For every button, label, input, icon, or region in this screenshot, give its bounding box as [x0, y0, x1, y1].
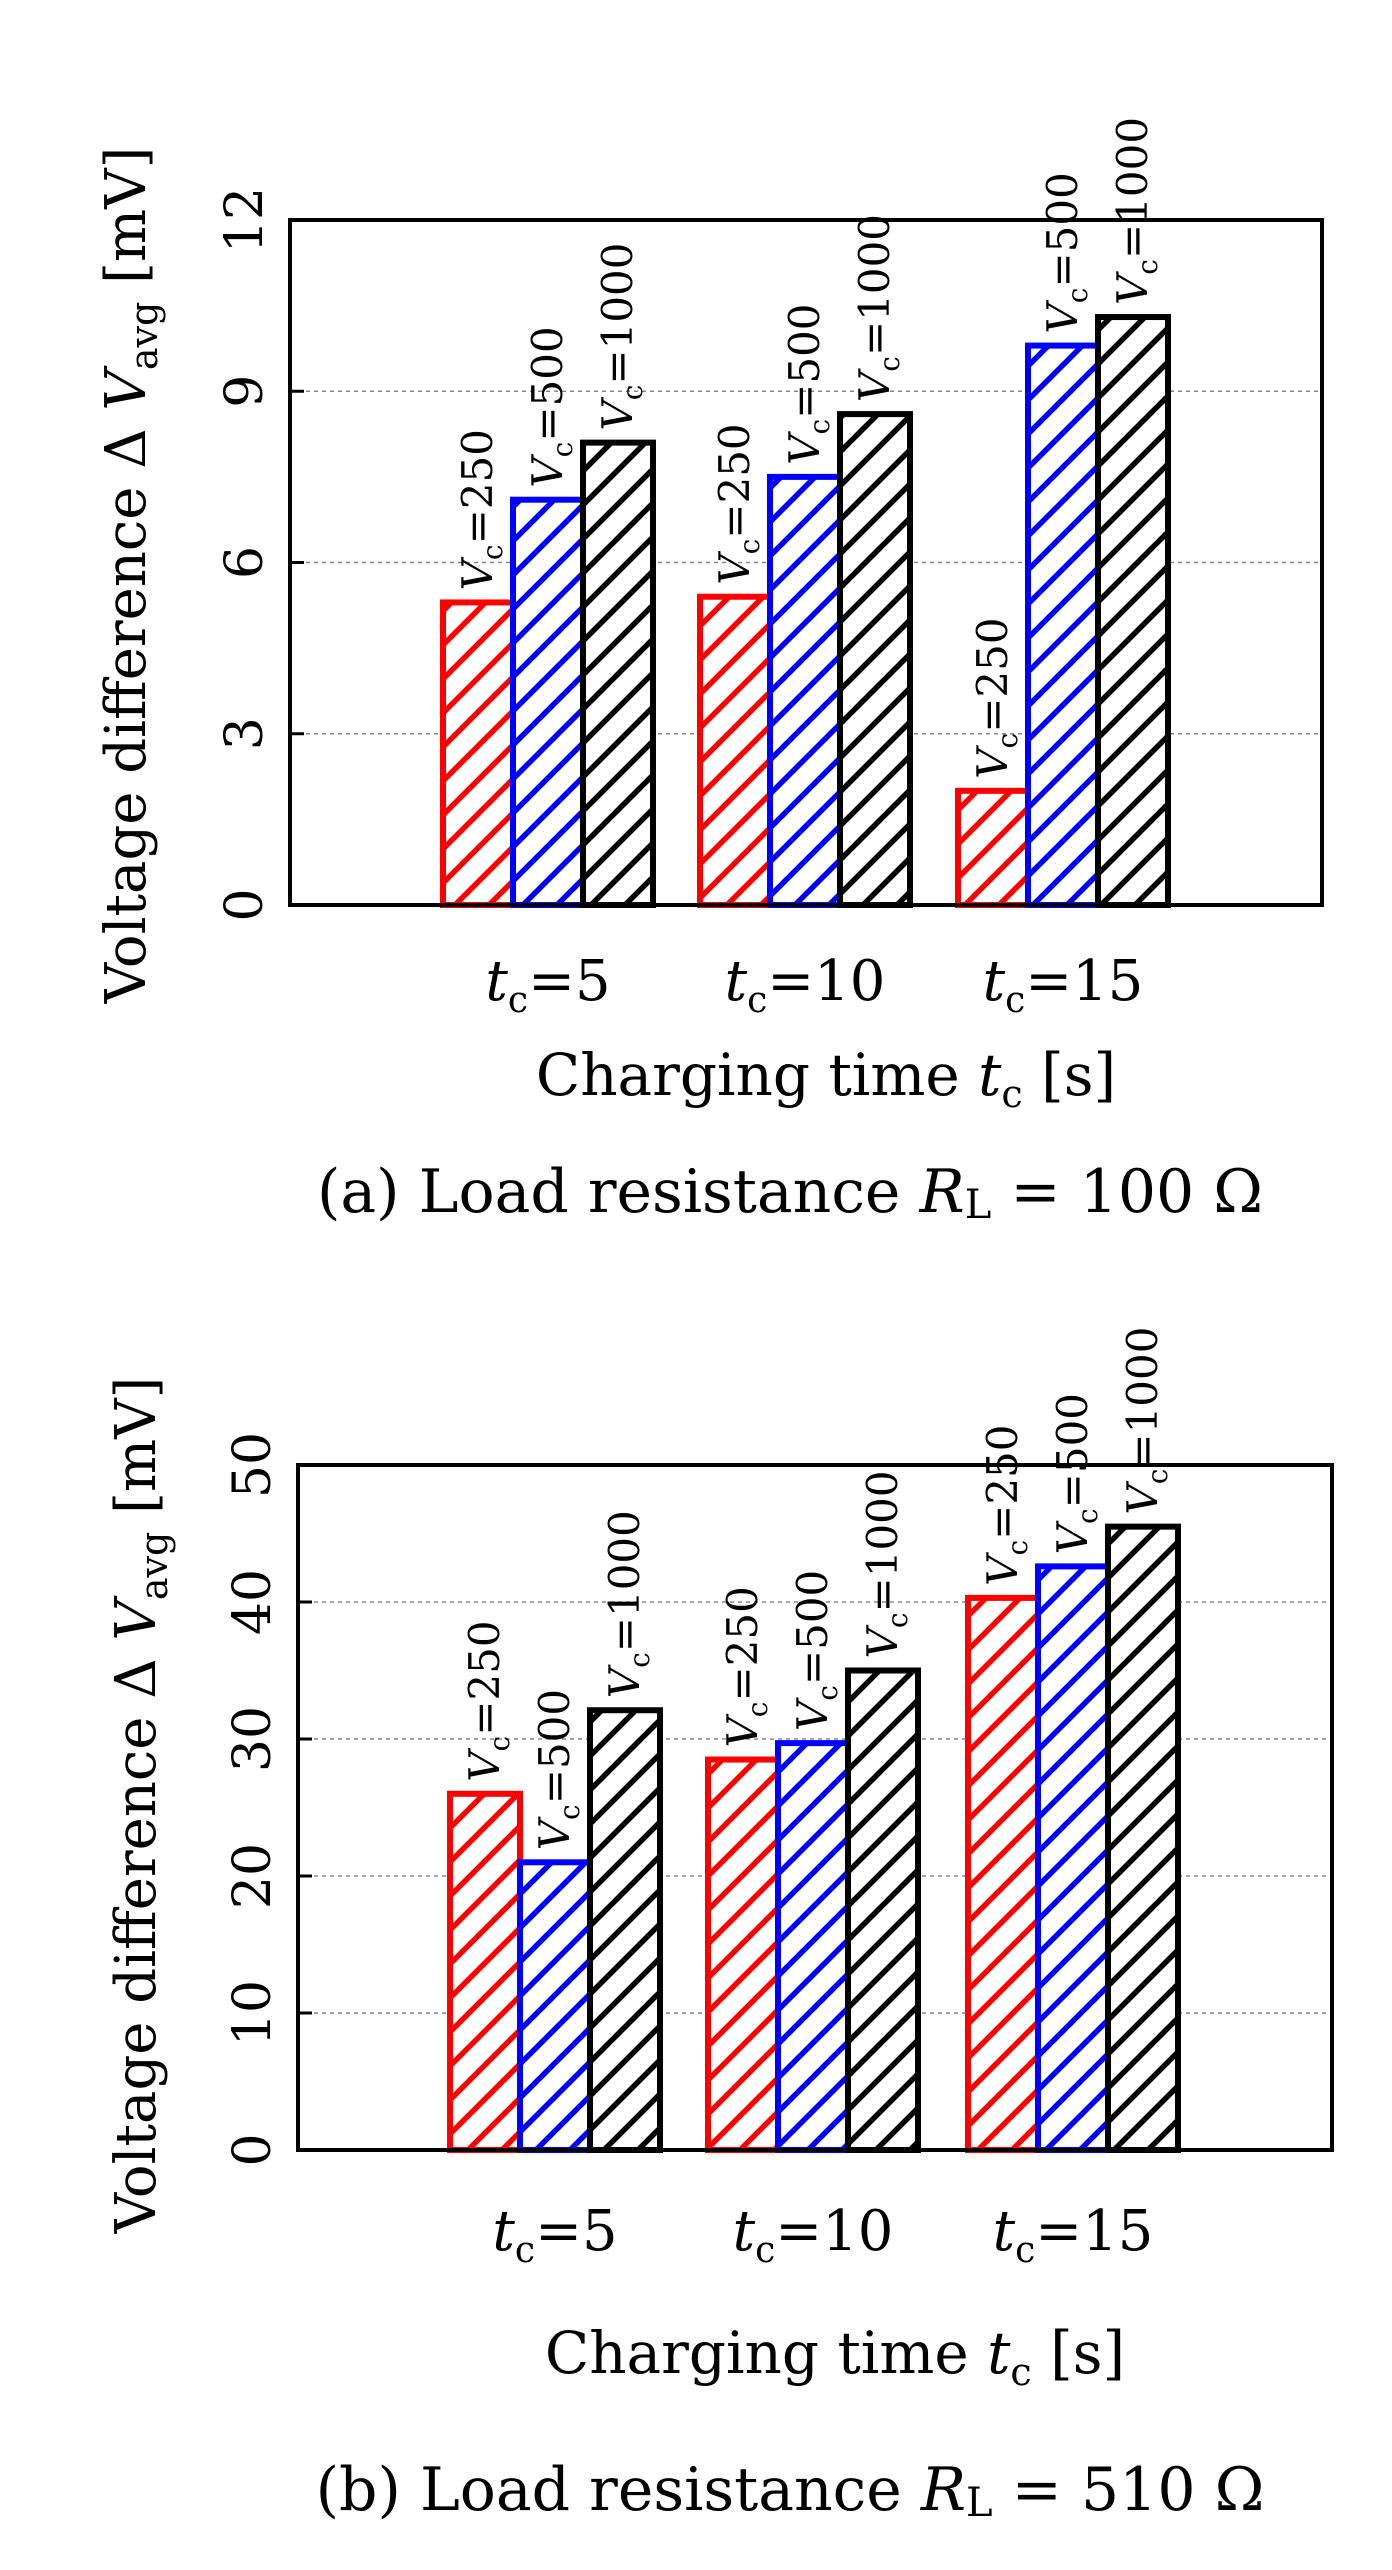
bar-vc1000-2	[1105, 1523, 1181, 2153]
y-tick-label: 50	[223, 1432, 283, 1498]
bar-label: Vc=250	[453, 429, 509, 590]
category-label: tc=15	[993, 2199, 1154, 2271]
y-tick-label: 40	[223, 1569, 283, 1635]
category-label: tc=5	[492, 2199, 617, 2271]
category-label: tc=10	[725, 949, 886, 1021]
bar-label: Vc=500	[530, 1689, 586, 1850]
category-label: tc=15	[983, 949, 1144, 1021]
bar-label: Vc=1000	[593, 243, 649, 431]
y-tick-label: 20	[223, 1843, 283, 1909]
bar-label: Vc=1000	[1108, 117, 1164, 305]
y-tick-label: 12	[215, 187, 275, 253]
y-tick-label: 9	[215, 375, 275, 408]
bar-vc250-2	[955, 787, 1031, 908]
bar-label: Vc=250	[718, 1586, 774, 1747]
bar-label: Vc=500	[1048, 1393, 1104, 1554]
x-axis-label: Charging time tc [s]	[536, 1041, 1116, 1116]
bar-label: Vc=1000	[1118, 1327, 1174, 1515]
bar-vc250-0	[440, 599, 516, 908]
plot-frame	[296, 1463, 1334, 2152]
bar-label: Vc=1000	[850, 214, 906, 402]
y-tick-label: 3	[215, 717, 275, 750]
bar-vc1000-1	[837, 411, 913, 908]
bar-label: Vc=500	[523, 326, 579, 487]
bar-vc1000-0	[580, 439, 656, 908]
category-label: tc=5	[485, 949, 610, 1021]
y-tick-label: 6	[215, 546, 275, 579]
bar-vc250-1	[697, 593, 773, 908]
y-tick-label: 0	[215, 888, 275, 921]
bar-vc500-0	[517, 1859, 593, 2154]
bar-vc500-1	[775, 1740, 851, 2153]
bar-vc500-1	[767, 473, 843, 908]
category-label: tc=10	[733, 2199, 894, 2271]
bar-label: Vc=250	[978, 1424, 1034, 1585]
y-axis-label: Voltage difference Δ Vavg [mV]	[94, 147, 166, 1005]
bar-label: Vc=500	[788, 1570, 844, 1731]
bar-label: Vc=1000	[858, 1470, 914, 1658]
panel-caption: (b) Load resistance RL = 510 Ω	[316, 2455, 1265, 2526]
bar-label: Vc=250	[710, 423, 766, 584]
bar-vc500-0	[510, 496, 586, 908]
bar-vc250-0	[447, 1790, 523, 2154]
bar-vc1000-1	[845, 1667, 921, 2153]
y-tick-label: 0	[223, 2133, 283, 2166]
y-axis-label: Voltage difference Δ Vavg [mV]	[104, 1377, 176, 2235]
bar-label: Vc=1000	[600, 1510, 656, 1698]
bar-vc500-2	[1025, 342, 1101, 909]
bar-vc250-2	[965, 1594, 1041, 2153]
y-tick-label: 30	[223, 1706, 283, 1772]
bar-vc1000-0	[587, 1707, 663, 2153]
bar-vc1000-2	[1095, 314, 1171, 908]
bar-label: Vc=250	[460, 1620, 516, 1781]
x-axis-label: Charging time tc [s]	[545, 2319, 1125, 2394]
bar-label: Vc=250	[968, 617, 1024, 778]
panel-caption: (a) Load resistance RL = 100 Ω	[317, 1157, 1263, 1228]
bar-label: Vc=500	[780, 303, 836, 464]
y-tick-label: 10	[223, 1980, 283, 2046]
bar-vc500-2	[1035, 1563, 1111, 2153]
bar-vc250-1	[705, 1756, 781, 2154]
bar-label: Vc=500	[1038, 172, 1094, 333]
